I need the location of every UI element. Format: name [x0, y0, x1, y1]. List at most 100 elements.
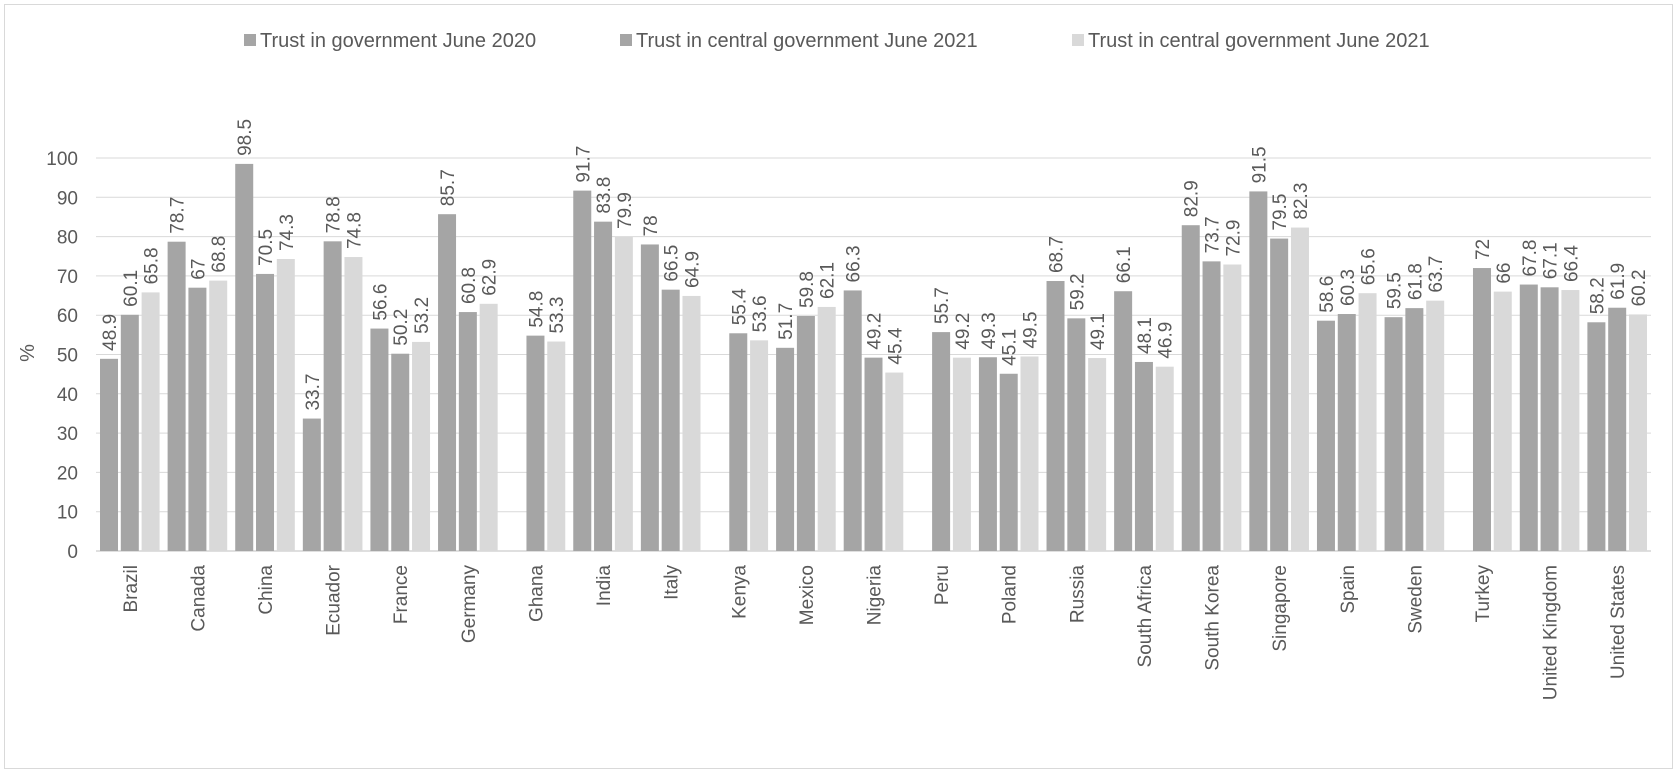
- x-tick-label: Sweden: [1405, 565, 1426, 634]
- y-tick-label: 0: [67, 542, 78, 563]
- bar: [1316, 320, 1335, 551]
- data-label: 66.5: [662, 245, 683, 282]
- data-label: 33.7: [303, 374, 324, 411]
- data-label: 78.7: [168, 197, 189, 234]
- x-tick-label: Spain: [1338, 565, 1359, 614]
- bar: [661, 289, 680, 551]
- data-label: 66.3: [844, 245, 865, 282]
- legend-swatch: [620, 34, 632, 46]
- data-label: 58.6: [1317, 276, 1338, 313]
- bar: [1067, 318, 1086, 551]
- bars: [100, 163, 1647, 552]
- data-label: 72: [1473, 239, 1494, 260]
- bar: [1628, 314, 1647, 551]
- x-tick-label: Turkey: [1473, 565, 1494, 623]
- bar: [479, 303, 498, 551]
- bar: [1608, 307, 1627, 551]
- bar: [750, 340, 769, 551]
- x-tick-label: Poland: [1000, 565, 1021, 624]
- bar: [614, 236, 633, 552]
- y-tick-label: 10: [57, 503, 78, 524]
- x-tick-label: United States: [1608, 565, 1629, 679]
- bar: [120, 314, 139, 551]
- bar: [1290, 227, 1309, 551]
- data-label: 73.7: [1203, 216, 1224, 253]
- legend-swatch: [1072, 34, 1084, 46]
- data-label: 48.9: [100, 314, 121, 351]
- legend-label: Trust in government June 2020: [260, 30, 536, 52]
- data-label: 70.5: [256, 229, 277, 266]
- x-tick-label: China: [256, 565, 277, 615]
- bar: [640, 244, 659, 551]
- data-label: 74.8: [344, 212, 365, 249]
- bar: [796, 315, 815, 551]
- data-label: 45.4: [885, 327, 906, 364]
- bar: [843, 290, 862, 551]
- data-label: 98.5: [235, 119, 256, 156]
- y-tick-label: 90: [57, 188, 78, 209]
- data-label: 49.5: [1021, 311, 1042, 348]
- bar: [1384, 317, 1403, 551]
- bar: [1587, 322, 1606, 551]
- bar: [729, 333, 748, 551]
- bar: [458, 312, 477, 551]
- y-axis: 0 10 20 30 40 50 60 70 80 90 100: [46, 149, 78, 563]
- x-tick-label: Italy: [662, 565, 683, 600]
- x-tick-label: Brazil: [121, 565, 142, 613]
- x-tick-label: Mexico: [797, 565, 818, 625]
- x-tick-label: India: [594, 565, 615, 607]
- bar: [1358, 293, 1377, 551]
- data-label: 56.6: [370, 284, 391, 321]
- data-label: 66.1: [1114, 246, 1135, 283]
- bar: [1020, 356, 1039, 551]
- bar: [1155, 366, 1174, 551]
- data-label: 78.8: [324, 196, 345, 233]
- data-label: 66: [1494, 262, 1515, 283]
- bar: [302, 418, 321, 551]
- x-tick-label: Ghana: [526, 565, 547, 622]
- bar: [256, 273, 275, 551]
- data-label: 74.3: [277, 214, 298, 251]
- bar: [235, 163, 254, 551]
- data-label: 82.3: [1291, 183, 1312, 220]
- bar: [1405, 308, 1424, 551]
- data-label: 53.6: [750, 295, 771, 332]
- data-labels: 48.960.165.878.7 67 68.8 98.5 70.5 74.3 33.7 78…: [100, 119, 1650, 411]
- bar: [276, 259, 295, 551]
- data-label: 65.8: [142, 247, 163, 284]
- bar: [412, 341, 431, 551]
- bar: [1270, 238, 1289, 551]
- data-label: 60.3: [1338, 269, 1359, 306]
- bar: [323, 241, 342, 552]
- x-tick-label: Germany: [459, 565, 480, 644]
- data-label: 59.8: [797, 271, 818, 308]
- y-tick-label: 30: [57, 424, 78, 445]
- bar: [952, 357, 971, 551]
- x-tick-label: United Kingdom: [1541, 565, 1562, 700]
- data-label: 61.8: [1405, 263, 1426, 300]
- bar: [1493, 291, 1512, 551]
- data-label: 53.3: [547, 297, 568, 334]
- data-label: 49.1: [1088, 313, 1109, 350]
- data-label: 67.1: [1541, 242, 1562, 279]
- y-tick-label: 100: [46, 149, 78, 170]
- data-label: 49.2: [953, 313, 974, 350]
- data-label: 79.9: [615, 192, 636, 229]
- y-tick-label: 20: [57, 463, 78, 484]
- bar: [1202, 261, 1221, 551]
- bar: [344, 257, 363, 551]
- data-label: 54.8: [526, 291, 547, 328]
- bar: [932, 332, 951, 551]
- bar: [526, 335, 545, 551]
- x-tick-label: Peru: [932, 565, 953, 605]
- data-label: 91.5: [1249, 146, 1270, 183]
- y-tick-label: 80: [57, 228, 78, 249]
- legend-swatch: [244, 34, 256, 46]
- bar: [1472, 268, 1491, 551]
- bar: [999, 373, 1018, 551]
- data-label: 45.1: [1000, 329, 1021, 366]
- data-label: 61.9: [1608, 263, 1629, 300]
- bar: [167, 241, 186, 552]
- bar: [547, 341, 566, 551]
